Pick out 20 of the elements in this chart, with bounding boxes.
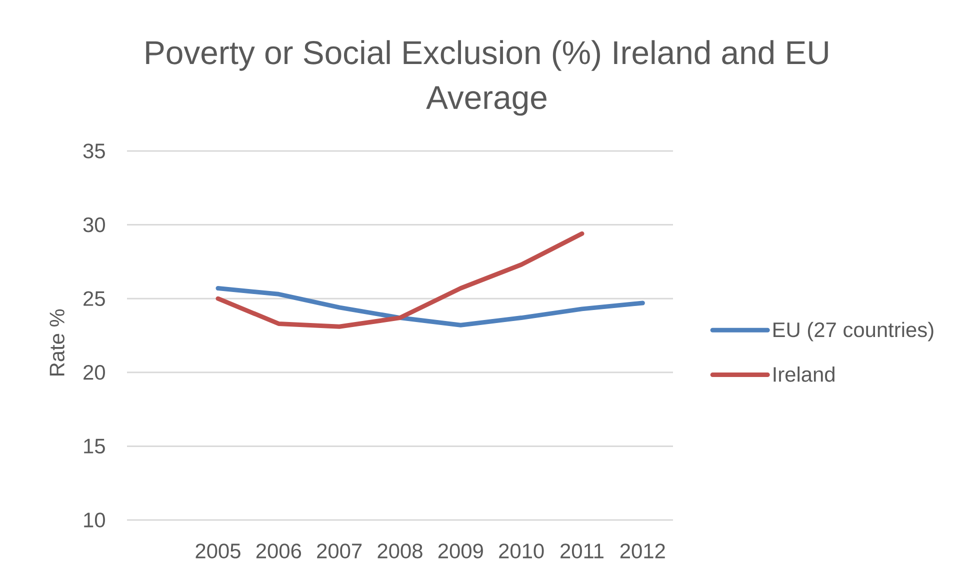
y-tick-label: 15 bbox=[84, 438, 105, 454]
y-axis-title: Rate % bbox=[50, 309, 64, 376]
chart-title: Poverty or Social Exclusion (%) Ireland and EU Average bbox=[146, 40, 828, 116]
x-tick-label: 2006 bbox=[256, 544, 302, 558]
y-tick-label: 10 bbox=[84, 512, 105, 528]
y-tick-label: 35 bbox=[83, 144, 105, 158]
x-tick-label: 2008 bbox=[378, 544, 422, 558]
x-tick-label: 2011 bbox=[560, 544, 604, 558]
line-series bbox=[216, 231, 584, 329]
x-tick-label: 2005 bbox=[196, 544, 240, 558]
x-tick-label: 2012 bbox=[620, 544, 665, 558]
y-tick-label: 20 bbox=[84, 364, 105, 380]
legend-label: Ireland bbox=[774, 366, 834, 382]
y-tick-label: 25 bbox=[84, 291, 105, 306]
x-tick-label: 2009 bbox=[438, 544, 483, 558]
legend-label: EU (27 countries) bbox=[774, 322, 934, 342]
y-tick-label: 30 bbox=[83, 217, 105, 232]
x-tick-label: 2007 bbox=[317, 544, 362, 558]
x-tick-label: 2010 bbox=[499, 544, 544, 558]
line-series bbox=[216, 286, 645, 328]
